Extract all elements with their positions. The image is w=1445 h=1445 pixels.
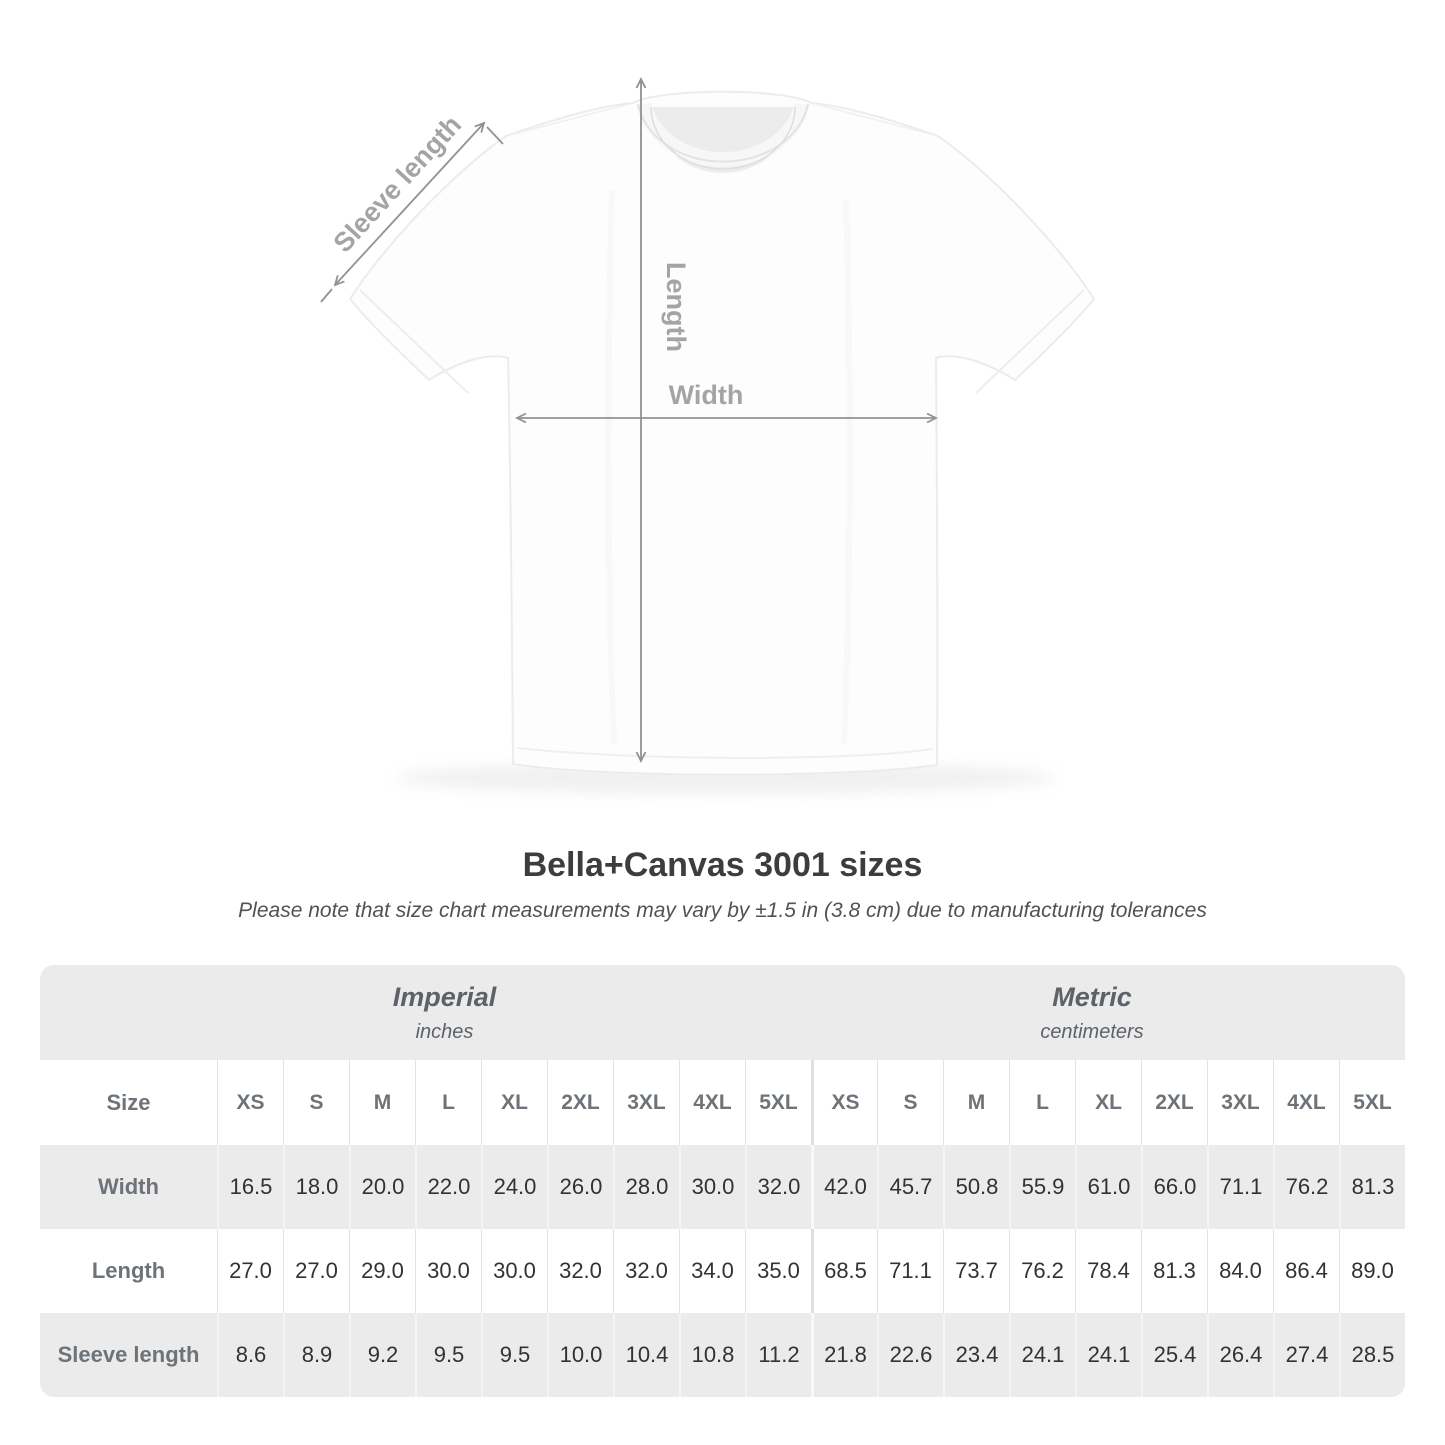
value-cell: 45.7 [877,1145,943,1229]
tolerance-note: Please note that size chart measurements… [238,899,1207,922]
measurement-rows: Width 16.5 18.0 20.0 22.0 24.0 26.0 28.0 30.0 32.… [40,1145,1405,1397]
dimension-lines [320,76,939,764]
imperial-header: Imperial inches [40,965,811,1060]
value-cell: 22.6 [877,1313,943,1397]
value-cell: 89.0 [1339,1229,1405,1313]
size-cell: XS [811,1060,877,1145]
size-cell: 4XL [679,1060,745,1145]
value-cell: 25.4 [1141,1313,1207,1397]
width-label: Width [669,380,744,410]
value-cell: 84.0 [1207,1229,1273,1313]
value-cell: 27.4 [1273,1313,1339,1397]
value-cell: 30.0 [679,1145,745,1229]
size-cell: S [283,1060,349,1145]
title-block: Bella+Canvas 3001 sizes Please note that… [0,846,1445,923]
value-cell: 42.0 [811,1145,877,1229]
size-cell: M [943,1060,1009,1145]
value-cell: 35.0 [745,1229,811,1313]
value-cell: 24.1 [1009,1313,1075,1397]
length-label: Length [661,262,691,352]
size-cell: L [415,1060,481,1145]
value-cell: 32.0 [547,1229,613,1313]
value-cell: 11.2 [745,1313,811,1397]
value-cell: 28.0 [613,1145,679,1229]
size-cell: XL [481,1060,547,1145]
value-cell: 26.0 [547,1145,613,1229]
value-cell: 66.0 [1141,1145,1207,1229]
value-cell: 18.0 [283,1145,349,1229]
value-cell: 81.3 [1339,1145,1405,1229]
value-cell: 9.5 [415,1313,481,1397]
value-cell: 73.7 [943,1229,1009,1313]
value-cell: 30.0 [415,1229,481,1313]
size-cell: S [877,1060,943,1145]
size-cell: L [1009,1060,1075,1145]
table-row-length: Length 27.0 27.0 29.0 30.0 30.0 32.0 32.0 34.0 35… [40,1229,1405,1313]
metric-label: Metric [1052,981,1132,1012]
value-cell: 81.3 [1141,1229,1207,1313]
size-cell: 5XL [1339,1060,1405,1145]
table-row-width: Width 16.5 18.0 20.0 22.0 24.0 26.0 28.0 30.0 32.… [40,1145,1405,1229]
value-cell: 8.6 [217,1313,283,1397]
imperial-label: Imperial [392,981,497,1012]
row-label: Sleeve length [57,1342,200,1367]
size-header-row: Size XS S M L XL 2XL 3XL 4XL 5XL XS S M L XL 2XL 3XL 4XL… [40,1060,1405,1145]
value-cell: 9.5 [481,1313,547,1397]
value-cell: 30.0 [481,1229,547,1313]
value-cell: 27.0 [217,1229,283,1313]
sleeve-dimension-line [333,121,486,287]
metric-header: Metric centimeters [811,965,1405,1060]
value-cell: 71.1 [877,1229,943,1313]
imperial-unit: inches [415,1020,474,1043]
size-cell: 3XL [1207,1060,1273,1145]
value-cell: 76.2 [1273,1145,1339,1229]
value-cell: 28.5 [1339,1313,1405,1397]
value-cell: 76.2 [1009,1229,1075,1313]
size-cell: XS [217,1060,283,1145]
value-cell: 34.0 [679,1229,745,1313]
value-cell: 10.4 [613,1313,679,1397]
value-cell: 9.2 [349,1313,415,1397]
value-cell: 86.4 [1273,1229,1339,1313]
value-cell: 8.9 [283,1313,349,1397]
value-cell: 78.4 [1075,1229,1141,1313]
table-row-sleeve-length: Sleeve length 8.6 8.9 9.2 9.5 9.5 10.0 10.4 10.8… [40,1313,1405,1397]
value-cell: 26.4 [1207,1313,1273,1397]
value-cell: 32.0 [613,1229,679,1313]
value-cell: 27.0 [283,1229,349,1313]
value-cell: 20.0 [349,1145,415,1229]
value-cell: 55.9 [1009,1145,1075,1229]
value-cell: 23.4 [943,1313,1009,1397]
size-cell: 4XL [1273,1060,1339,1145]
page-title: Bella+Canvas 3001 sizes [522,846,923,884]
value-cell: 22.0 [415,1145,481,1229]
value-cell: 21.8 [811,1313,877,1397]
row-label: Length [91,1258,166,1283]
value-cell: 32.0 [745,1145,811,1229]
size-cell: XL [1075,1060,1141,1145]
tshirt-diagram: Sleeve length Length Width [320,76,1096,794]
value-cell: 50.8 [943,1145,1009,1229]
tshirt-photo [348,90,1096,776]
size-cell: 5XL [745,1060,811,1145]
value-cell: 10.0 [547,1313,613,1397]
value-cell: 61.0 [1075,1145,1141,1229]
row-label: Width [98,1174,159,1199]
metric-unit: centimeters [1040,1020,1144,1043]
size-cell: 2XL [1141,1060,1207,1145]
size-cell: 3XL [613,1060,679,1145]
size-header-label: Size [106,1089,151,1115]
unit-header-band: Imperial inches Metric centimeters [40,965,1405,1060]
value-cell: 71.1 [1207,1145,1273,1229]
value-cell: 24.0 [481,1145,547,1229]
value-cell: 16.5 [217,1145,283,1229]
size-cell: M [349,1060,415,1145]
size-cell: 2XL [547,1060,613,1145]
value-cell: 29.0 [349,1229,415,1313]
value-cell: 24.1 [1075,1313,1141,1397]
size-table: Imperial inches Metric centimeters Size … [40,965,1405,1397]
value-cell: 10.8 [679,1313,745,1397]
value-cell: 68.5 [811,1229,877,1313]
